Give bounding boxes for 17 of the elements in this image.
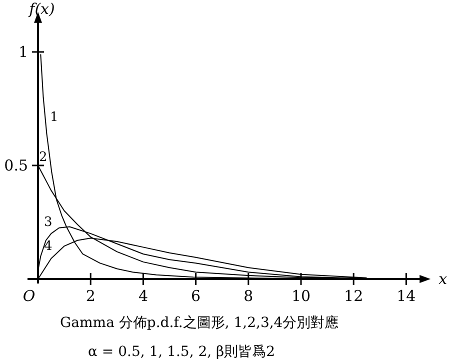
x-tick-label: 8 bbox=[244, 286, 254, 305]
x-tick-label: 10 bbox=[291, 286, 311, 305]
y-axis-title: f(x) bbox=[28, 0, 56, 18]
x-axis-title: x bbox=[438, 270, 448, 288]
x-tick-label: 4 bbox=[138, 286, 148, 305]
series-label: 2 bbox=[39, 150, 48, 165]
text: O bbox=[22, 286, 36, 305]
y-tick-label: 0.5 bbox=[4, 156, 28, 174]
x-tick-label: 6 bbox=[191, 286, 201, 305]
series-label: 3 bbox=[44, 215, 52, 230]
text: α = 0.5, 1, 1.5, 2, β則皆爲2 bbox=[88, 344, 276, 360]
text: Gamma 分佈p.d.f.之圖形, 1,2,3,4分別對應 bbox=[60, 315, 339, 331]
x-tick-label: 12 bbox=[344, 286, 364, 305]
series-label: 1 bbox=[50, 110, 58, 125]
series-label: 4 bbox=[44, 239, 52, 254]
x-tick-label: 2 bbox=[86, 286, 96, 305]
x-tick-label: 14 bbox=[396, 286, 416, 305]
